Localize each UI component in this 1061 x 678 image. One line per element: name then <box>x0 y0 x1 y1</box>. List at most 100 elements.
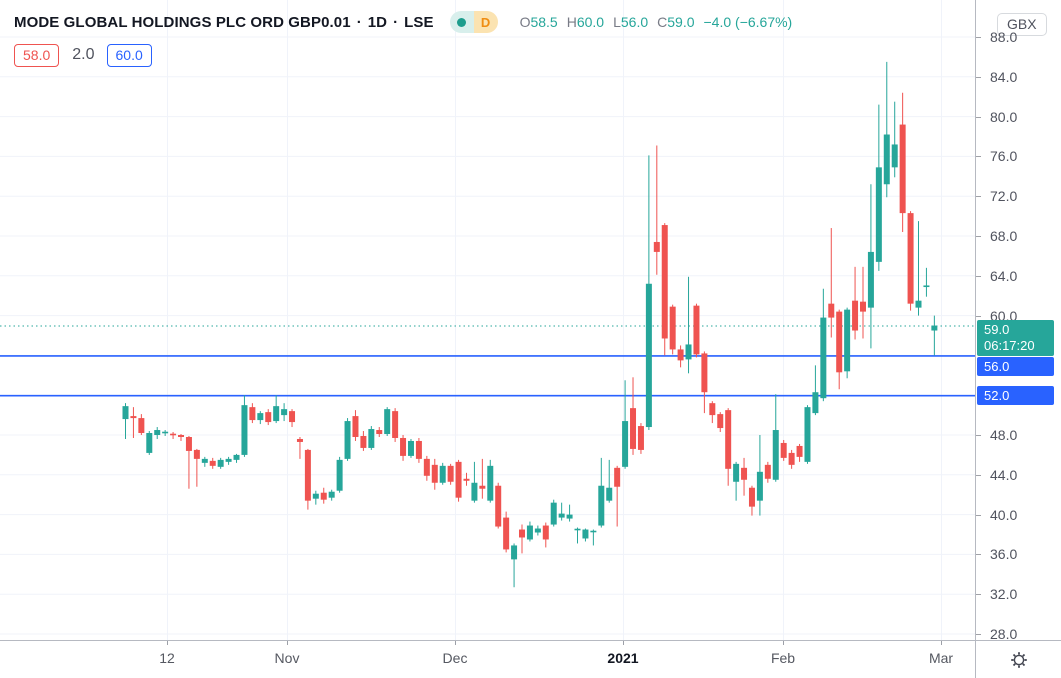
price-tick-mark <box>976 236 981 237</box>
market-status-pill[interactable]: D <box>449 11 498 33</box>
candle-body <box>828 303 835 318</box>
symbol-title[interactable]: MODE GLOBAL HOLDINGS PLC ORD GBP0.01 <box>14 13 351 31</box>
quantity-label: 2.0 <box>72 46 95 63</box>
price-tick-label: 32.0 <box>990 586 1018 603</box>
chart-canvas[interactable] <box>0 0 975 640</box>
change-value: −4.0 (−6.67%) <box>703 14 793 30</box>
candle-body <box>590 530 597 533</box>
time-axis[interactable]: 12 Nov Dec 2021 Feb Mar <box>0 640 975 678</box>
title-separator: · <box>393 13 399 31</box>
candle-body <box>606 487 613 501</box>
candle-body <box>170 433 177 436</box>
candle-body <box>360 435 367 448</box>
candle-body <box>320 492 327 500</box>
price-tick-mark <box>976 634 981 635</box>
candle-body <box>836 311 843 373</box>
candle-body <box>162 431 169 434</box>
candle-body <box>820 317 827 399</box>
level-badge-52: 52.0 <box>977 386 1054 406</box>
candle-body <box>915 300 922 308</box>
price-tick-label: 44.0 <box>990 466 1018 483</box>
candle-body <box>566 514 573 519</box>
candle-body <box>867 251 874 308</box>
candle-body <box>265 412 272 423</box>
price-tick-mark <box>976 315 981 317</box>
candle-body <box>534 528 541 533</box>
candle-body <box>289 411 296 423</box>
candle-body <box>923 285 930 288</box>
candle-body <box>701 353 708 393</box>
candle-body <box>550 502 557 525</box>
candle-body <box>677 349 684 361</box>
open-label: O <box>519 14 531 30</box>
candle-body <box>645 283 652 428</box>
candle-body <box>249 407 256 421</box>
candle-body <box>852 300 859 331</box>
price-tick-label: 88.0 <box>990 29 1018 45</box>
candle-body <box>463 478 470 481</box>
target-price-box[interactable]: 60.0 <box>106 43 152 67</box>
candle-body <box>685 344 692 360</box>
candle-body <box>400 437 407 456</box>
price-tick-label: 40.0 <box>990 506 1018 523</box>
candle-body <box>201 458 208 463</box>
candle-body <box>542 525 549 540</box>
candle-body <box>558 513 565 518</box>
candle-body <box>764 464 771 479</box>
candle-body <box>431 464 438 483</box>
price-tick-mark <box>976 435 981 436</box>
candle-body <box>185 436 192 451</box>
low-label: L <box>613 14 621 30</box>
candle-body <box>875 167 882 262</box>
price-axis[interactable]: GBX 88.0 84.0 80.0 76.0 72.0 68.0 64.0 60.0 48.0… <box>975 0 1061 642</box>
stop-price-box[interactable]: 58.0 <box>14 43 60 67</box>
candle-body <box>257 413 264 421</box>
candle-body <box>741 467 748 480</box>
candle-body <box>859 301 866 312</box>
candle-body <box>582 529 589 539</box>
candle-body <box>511 545 518 560</box>
candle-body <box>669 306 676 350</box>
time-tick-mark <box>941 641 942 645</box>
time-tick-mark <box>287 641 288 645</box>
price-tick-mark <box>976 594 981 596</box>
candle-body <box>447 465 454 482</box>
settings-gear-icon[interactable] <box>1009 650 1029 670</box>
candle-body <box>733 463 740 482</box>
candle-body <box>788 452 795 465</box>
candle-body <box>312 493 319 499</box>
candle-body <box>352 416 359 437</box>
high-label: H <box>566 14 577 30</box>
candle-body <box>407 440 414 456</box>
candle-body <box>772 430 779 480</box>
candle-body <box>122 406 129 420</box>
open-value: 58.5 <box>530 14 558 30</box>
candle-body <box>368 429 375 448</box>
title-separator: · <box>356 13 362 31</box>
price-tick-mark <box>976 76 981 78</box>
candle-body <box>503 517 510 550</box>
candle-body <box>495 485 502 527</box>
candle-body <box>130 416 137 419</box>
exchange-label[interactable]: LSE <box>404 13 434 31</box>
interval-label[interactable]: 1D <box>367 13 388 31</box>
currency-chip[interactable]: GBX <box>997 13 1047 36</box>
legend-title-row: MODE GLOBAL HOLDINGS PLC ORD GBP0.01 · 1… <box>14 8 792 36</box>
time-tick-label: 2021 <box>607 650 639 666</box>
price-tick-mark <box>976 156 981 158</box>
price-tick-label: 80.0 <box>990 108 1018 125</box>
candle-body <box>471 482 478 501</box>
time-tick-label: Nov <box>274 650 300 666</box>
close-label: C <box>657 14 668 30</box>
candle-body <box>622 421 629 467</box>
candle-body <box>304 449 311 501</box>
candle-body <box>415 440 422 459</box>
candle-body <box>233 454 240 460</box>
high-value: 60.0 <box>576 14 605 30</box>
time-tick-label: Mar <box>928 650 954 666</box>
candle-body <box>193 449 200 459</box>
time-tick-label: 12 <box>159 650 175 666</box>
candle-body <box>526 525 533 540</box>
time-tick-mark <box>783 641 784 645</box>
